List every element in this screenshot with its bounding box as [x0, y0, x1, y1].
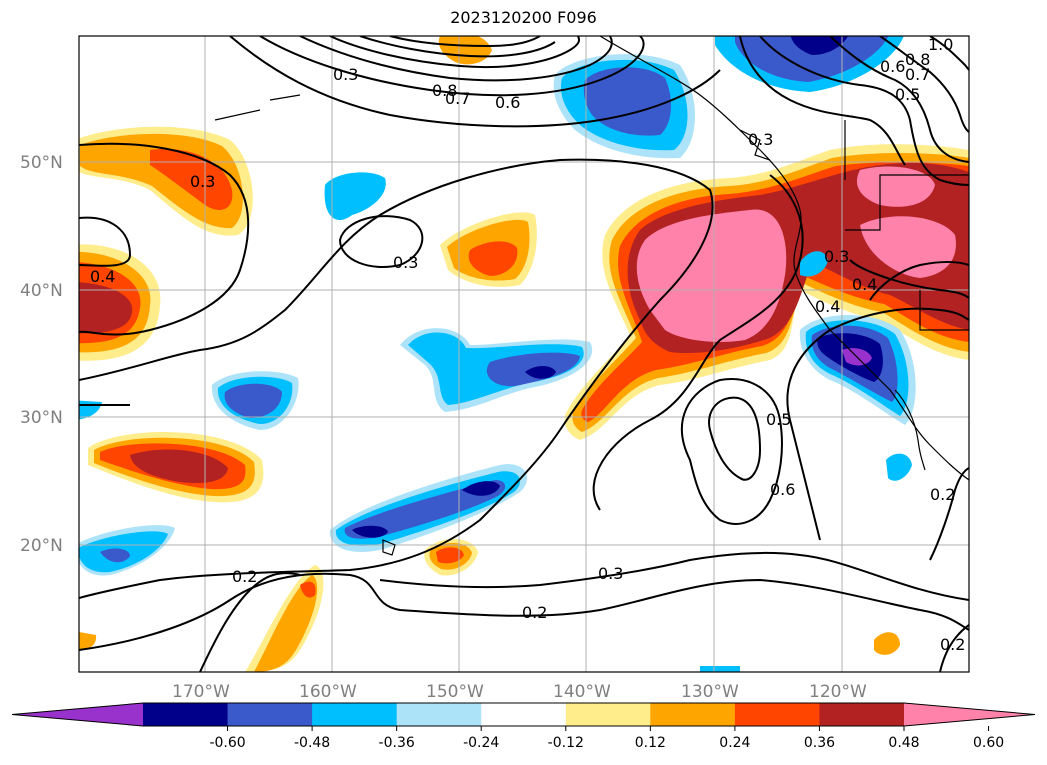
- colorbar-segment: [227, 703, 313, 726]
- colorbar-tick-label: -0.12: [548, 735, 584, 751]
- anomaly-blob: [254, 575, 318, 672]
- contour-label: 0.6: [495, 93, 520, 112]
- lon-label: 160°W: [299, 682, 357, 702]
- lon-label: 130°W: [681, 682, 739, 702]
- anomaly-blob: [636, 209, 787, 342]
- contour-label: 0.6: [880, 57, 905, 76]
- contour-label: 0.3: [748, 130, 773, 149]
- graticule: [79, 36, 969, 672]
- map-title: 2023120200 F096: [450, 8, 597, 27]
- latitude-labels: 50°N 40°N 30°N 20°N: [20, 153, 63, 556]
- contour-label: 0.4: [852, 275, 877, 294]
- anomaly-blob: [436, 547, 464, 564]
- contour-label: 0.4: [815, 297, 840, 316]
- colorbar-tick-label: -0.36: [379, 735, 415, 751]
- colorbar-segment: [819, 703, 905, 726]
- lon-label: 150°W: [426, 682, 484, 702]
- colorbar-segment: [481, 703, 567, 726]
- lat-label: 30°N: [20, 408, 63, 428]
- colorbar-tick-label: 0.60: [973, 735, 1004, 751]
- contour-label: 0.2: [522, 603, 547, 622]
- anomaly-blob: [344, 480, 506, 539]
- anomaly-blob: [874, 632, 900, 655]
- anomaly-blob: [800, 251, 828, 277]
- lon-label: 120°W: [809, 682, 867, 702]
- anomaly-blob: [79, 632, 97, 650]
- anomaly-blob: [700, 666, 740, 672]
- anomaly-blob: [468, 241, 518, 276]
- colorbar-segment: [904, 703, 1035, 726]
- anomaly-blob: [462, 481, 500, 496]
- contour-label: 0.2: [232, 567, 257, 586]
- shaded-fields: [79, 36, 969, 672]
- anomaly-blob: [324, 172, 386, 221]
- colorbar: -0.60 -0.48 -0.36 -0.24 -0.12 0.12 0.24 0.36 0.4…: [11, 702, 1036, 751]
- colorbar-tick-label: -0.60: [209, 735, 245, 751]
- contour-label: 0.5: [895, 85, 920, 104]
- lon-label: 140°W: [553, 682, 611, 702]
- contour-label: 0.3: [190, 172, 215, 191]
- anomaly-blob: [352, 525, 388, 538]
- colorbar-segment: [650, 703, 736, 726]
- contour-label: 0.3: [598, 564, 623, 583]
- anomaly-blob: [525, 366, 556, 379]
- colorbar-tick-label: 0.48: [888, 735, 919, 751]
- colorbar-tick-label: 0.12: [635, 735, 666, 751]
- anomaly-blob: [886, 453, 912, 481]
- contour-label: 0.8: [905, 50, 930, 69]
- longitude-labels: 170°W 160°W 150°W 140°W 130°W 120°W: [172, 682, 867, 702]
- lat-label: 20°N: [20, 536, 63, 556]
- contour-label: 0.5: [766, 410, 791, 429]
- contour-label: 0.7: [445, 89, 470, 108]
- anomaly-blob: [856, 166, 935, 207]
- coastlines: [214, 36, 969, 556]
- anomaly-blob: [224, 383, 282, 418]
- colorbar-tick-label: -0.24: [463, 735, 499, 751]
- colorbar-tick-label: 0.24: [719, 735, 750, 751]
- contour-label: 0.3: [393, 253, 418, 272]
- contour-label: 1.0: [928, 35, 953, 54]
- colorbar-segment: [734, 703, 820, 726]
- colorbar-tick-label: 0.36: [804, 735, 835, 751]
- contour-label: 0.8: [432, 81, 457, 100]
- contour-label: 0.6: [770, 480, 795, 499]
- colorbar-segment: [396, 703, 482, 726]
- colorbar-tick-label: -0.48: [294, 735, 330, 751]
- colorbar-outline: [11, 702, 1036, 727]
- contour-label: 0.7: [905, 65, 930, 84]
- contour-label: 0.2: [940, 635, 965, 654]
- contour-label: 0.3: [333, 65, 358, 84]
- contour-lines: [79, 36, 969, 672]
- lon-label: 170°W: [172, 682, 230, 702]
- plot-frame: [78, 35, 970, 673]
- contour-label: 0.3: [824, 247, 849, 266]
- colorbar-segment: [312, 703, 398, 726]
- lat-label: 40°N: [20, 281, 63, 301]
- anomaly-blob: [130, 449, 228, 484]
- colorbar-segment: [143, 703, 229, 726]
- contour-label: 0.2: [930, 485, 955, 504]
- anomaly-blob: [100, 548, 130, 563]
- colorbar-segment: [565, 703, 651, 726]
- anomaly-blob: [735, 36, 889, 82]
- contour-label: 0.4: [90, 267, 115, 286]
- contour-labels: 0.3 0.3 0.4 0.3 0.2 0.2 0.5 0.6 0.6 0.7 …: [90, 35, 965, 654]
- anomaly-blob: [79, 282, 133, 334]
- colorbar-segment: [12, 703, 143, 726]
- anomaly-blob: [300, 581, 316, 598]
- lat-label: 50°N: [20, 153, 63, 173]
